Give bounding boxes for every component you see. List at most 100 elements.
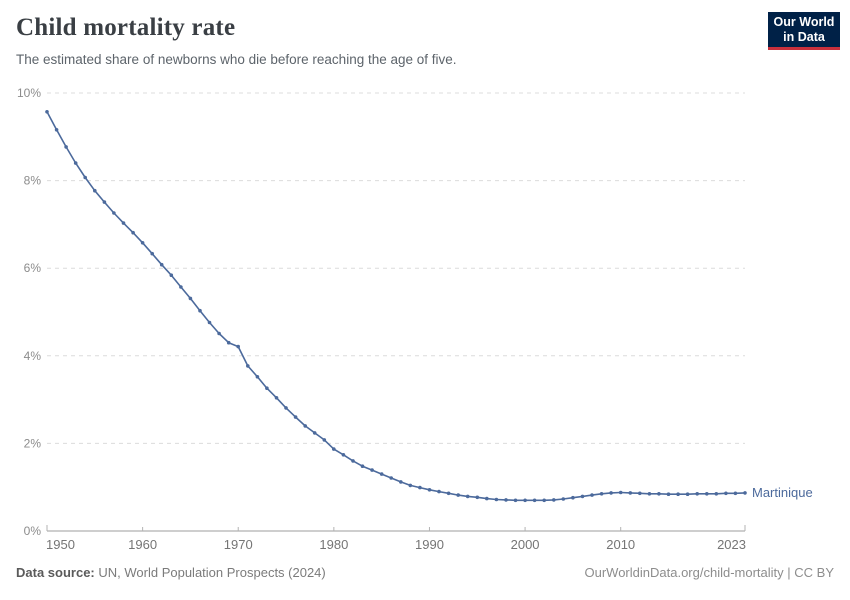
data-point[interactable]: [494, 497, 499, 502]
y-tick-label: 2%: [24, 436, 42, 450]
data-point[interactable]: [456, 493, 461, 497]
y-tick-label: 6%: [24, 261, 42, 275]
data-point[interactable]: [370, 468, 374, 472]
data-point[interactable]: [332, 447, 336, 451]
data-point[interactable]: [485, 496, 489, 501]
data-point[interactable]: [437, 489, 441, 494]
data-point[interactable]: [236, 344, 240, 349]
data-source: Data source: UN, World Population Prospe…: [16, 565, 326, 580]
logo-line2: in Data: [783, 29, 825, 44]
data-point[interactable]: [685, 492, 690, 497]
x-tick-label: 2023: [717, 537, 746, 552]
data-point[interactable]: [733, 491, 738, 496]
logo-line1: Our World: [773, 14, 835, 29]
credit-link[interactable]: OurWorldinData.org/child-mortality | CC …: [584, 565, 835, 580]
data-point[interactable]: [93, 188, 97, 193]
data-point[interactable]: [590, 493, 594, 497]
x-tick-label: 1950: [46, 537, 75, 552]
data-point[interactable]: [427, 488, 432, 492]
data-point[interactable]: [341, 453, 346, 457]
data-point[interactable]: [475, 495, 480, 500]
data-point[interactable]: [532, 498, 537, 503]
data-point[interactable]: [638, 491, 642, 496]
data-point[interactable]: [465, 494, 470, 499]
x-tick-label: 1970: [224, 537, 253, 552]
data-point[interactable]: [255, 375, 260, 379]
data-point[interactable]: [188, 296, 193, 301]
data-point[interactable]: [676, 492, 680, 497]
data-point[interactable]: [351, 459, 355, 463]
chart-title: Child mortality rate: [16, 14, 236, 41]
data-point[interactable]: [418, 485, 422, 490]
data-source-text: UN, World Population Prospects (2024): [98, 565, 326, 580]
data-point[interactable]: [504, 498, 508, 502]
chart-subtitle: The estimated share of newborns who die …: [16, 52, 457, 67]
data-point[interactable]: [389, 476, 394, 480]
data-point[interactable]: [312, 431, 317, 435]
data-point[interactable]: [226, 340, 231, 345]
y-tick-label: 4%: [24, 349, 42, 363]
x-tick-label: 1980: [319, 537, 348, 552]
data-point[interactable]: [121, 221, 126, 225]
data-point[interactable]: [580, 494, 585, 499]
data-point[interactable]: [198, 308, 202, 313]
y-tick-label: 10%: [17, 86, 41, 100]
data-point[interactable]: [618, 490, 623, 495]
data-point[interactable]: [159, 262, 164, 267]
data-point[interactable]: [657, 492, 661, 496]
data-point[interactable]: [140, 241, 145, 245]
data-point[interactable]: [360, 464, 365, 469]
data-point[interactable]: [542, 498, 546, 503]
data-point[interactable]: [322, 438, 327, 442]
data-point[interactable]: [666, 492, 671, 497]
data-point[interactable]: [293, 415, 298, 419]
data-source-label: Data source:: [16, 565, 95, 580]
data-point[interactable]: [150, 251, 154, 256]
data-point[interactable]: [379, 472, 384, 476]
chart-footer: Data source: UN, World Population Prospe…: [16, 565, 834, 580]
data-point[interactable]: [284, 406, 288, 410]
data-point[interactable]: [102, 200, 107, 204]
data-point[interactable]: [303, 424, 308, 428]
data-point[interactable]: [54, 128, 59, 132]
data-point[interactable]: [399, 480, 403, 484]
data-point[interactable]: [446, 491, 451, 496]
data-point[interactable]: [561, 497, 566, 501]
data-point[interactable]: [724, 491, 728, 496]
entity-label: Martinique: [752, 485, 813, 500]
data-point[interactable]: [265, 386, 269, 391]
data-point[interactable]: [408, 483, 413, 488]
data-point[interactable]: [169, 273, 174, 278]
data-point[interactable]: [207, 320, 212, 325]
data-point[interactable]: [599, 492, 604, 496]
data-point[interactable]: [628, 491, 633, 495]
x-tick-label: 2000: [511, 537, 540, 552]
x-tick-label: 1960: [128, 537, 157, 552]
series-line[interactable]: [46, 111, 746, 502]
data-point[interactable]: [714, 492, 719, 496]
data-point[interactable]: [246, 364, 250, 368]
data-point[interactable]: [45, 110, 49, 114]
data-point[interactable]: [571, 495, 575, 500]
data-point[interactable]: [64, 145, 68, 149]
data-point[interactable]: [73, 161, 78, 165]
data-point[interactable]: [695, 492, 699, 496]
data-point[interactable]: [705, 492, 709, 496]
data-point[interactable]: [217, 331, 221, 336]
x-tick-label: 1990: [415, 537, 444, 552]
x-tick-label: 2010: [606, 537, 635, 552]
data-point[interactable]: [112, 211, 116, 215]
data-point[interactable]: [647, 492, 652, 496]
data-point[interactable]: [552, 498, 556, 502]
y-tick-label: 0%: [24, 524, 42, 538]
data-point[interactable]: [523, 498, 527, 503]
data-point[interactable]: [513, 498, 518, 503]
data-point[interactable]: [83, 175, 87, 180]
data-point[interactable]: [131, 230, 135, 235]
data-point[interactable]: [609, 491, 613, 495]
data-point[interactable]: [274, 396, 279, 400]
data-point[interactable]: [743, 491, 747, 495]
data-point[interactable]: [179, 285, 183, 289]
